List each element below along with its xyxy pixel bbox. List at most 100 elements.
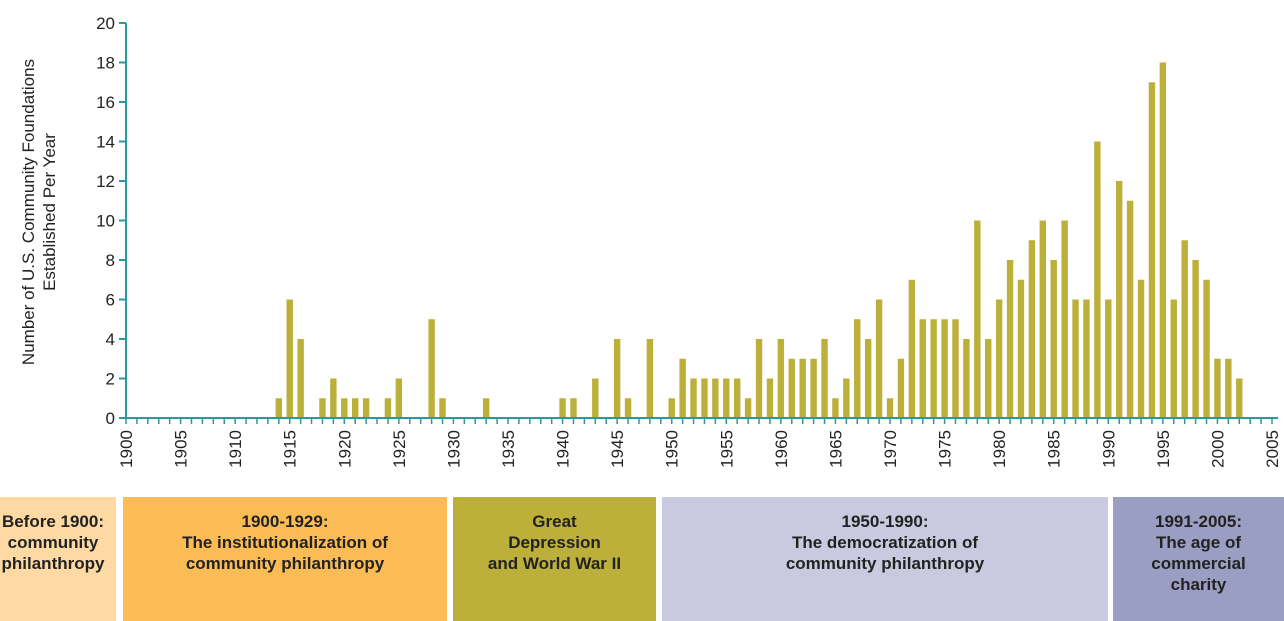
bar-1925: [395, 378, 403, 418]
bar-1976: [952, 319, 959, 418]
bar-1993: [1137, 279, 1145, 418]
x-tick-label-1985: 1985: [1045, 430, 1064, 468]
bar-1969: [875, 299, 883, 418]
bar-1964: [821, 339, 828, 418]
bar-1970: [886, 398, 894, 418]
bar-1974: [930, 319, 937, 418]
bar-1918: [319, 398, 326, 418]
bar-1940: [559, 398, 566, 418]
y-tick-label-14: 14: [96, 133, 115, 152]
x-tick-label-1920: 1920: [335, 430, 354, 468]
y-axis: 0 2 4 6 8 10 12 14 16 18 20: [96, 14, 127, 428]
bar-1986: [1061, 220, 1068, 418]
bar-1994: [1148, 82, 1156, 418]
bar-1979: [985, 339, 992, 418]
bar-1929: [439, 398, 446, 418]
x-tick-label-1945: 1945: [608, 430, 627, 468]
era-before-1900: Before 1900: community philanthropy: [0, 497, 116, 621]
bar-1915: [286, 299, 293, 418]
bar-1948: [646, 339, 654, 418]
bar-1963: [810, 358, 817, 418]
y-tick-label-12: 12: [96, 172, 115, 191]
bar-1941: [570, 398, 577, 418]
bar-1922: [362, 398, 370, 418]
x-tick-label-1955: 1955: [717, 430, 736, 468]
bar-1966: [843, 378, 850, 418]
bar-1996: [1170, 299, 1177, 418]
bar-1965: [832, 398, 839, 418]
bar-1924: [384, 398, 392, 418]
y-tick-label-2: 2: [106, 370, 115, 389]
era-1991-2005-label: 1991-2005: The age of commercial charity: [1151, 512, 1246, 594]
bar-1995: [1159, 62, 1167, 418]
bar-1973: [919, 319, 926, 418]
bar-2001: [1225, 358, 1232, 418]
bar-1997: [1181, 240, 1188, 418]
bar-1960: [777, 339, 785, 418]
bar-1920: [341, 398, 348, 418]
bar-1998: [1192, 260, 1199, 418]
bar-1954: [712, 378, 719, 418]
bar-1928: [428, 319, 435, 418]
x-tick-label-1965: 1965: [826, 430, 845, 468]
bar-1984: [1039, 220, 1046, 418]
bar-1967: [854, 319, 861, 418]
bar-1982: [1017, 279, 1025, 418]
bar-1975: [941, 319, 948, 418]
bar-1992: [1126, 200, 1134, 418]
y-tick-label-6: 6: [106, 291, 115, 310]
bar-1988: [1083, 299, 1090, 418]
bar-1956: [734, 378, 741, 418]
x-tick-label-1995: 1995: [1154, 430, 1173, 468]
bar-1916: [297, 339, 304, 418]
era-1950-1990: 1950-1990: The democratization of commun…: [662, 497, 1108, 621]
x-tick-label-1905: 1905: [172, 430, 191, 468]
era-1950-1990-label: 1950-1990: The democratization of commun…: [785, 512, 985, 573]
bar-1921: [352, 398, 359, 418]
bar-2000: [1214, 358, 1221, 418]
x-tick-label-1980: 1980: [990, 430, 1009, 468]
x-tick-label-1910: 1910: [226, 430, 245, 468]
y-tick-label-10: 10: [96, 212, 115, 231]
x-tick-label-1930: 1930: [444, 430, 463, 468]
bar-1952: [690, 378, 697, 418]
x-tick-label-2000: 2000: [1208, 430, 1227, 468]
bar-1980: [995, 299, 1003, 418]
bar-1933: [482, 398, 490, 418]
x-tick-label-1990: 1990: [1099, 430, 1118, 468]
x-axis: 1900 1905 1910 1915 1920 1925 1930 1935 1940 1945…: [117, 417, 1282, 468]
bar-1958: [755, 339, 763, 418]
bar-1957: [744, 398, 752, 418]
x-tick-label-1970: 1970: [881, 430, 900, 468]
x-tick-label-1935: 1935: [499, 430, 518, 468]
x-tick-label-1925: 1925: [390, 430, 409, 468]
bar-1978: [974, 220, 981, 418]
bar-1991: [1116, 181, 1123, 418]
bar-1946: [624, 398, 632, 418]
x-tick-label-1950: 1950: [663, 430, 682, 468]
bar-1985: [1050, 260, 1057, 418]
y-tick-label-0: 0: [106, 409, 115, 428]
bar-1961: [788, 358, 795, 418]
x-tick-label-1960: 1960: [772, 430, 791, 468]
y-tick-label-4: 4: [106, 330, 115, 349]
x-tick-label-1915: 1915: [281, 430, 300, 468]
era-great-depression-wwii-label: Great Depression and World War II: [487, 512, 622, 573]
bar-1951: [679, 358, 686, 418]
y-tick-label-20: 20: [96, 14, 115, 33]
era-before-1900-label: Before 1900: community philanthropy: [1, 512, 105, 573]
x-tick-label-1900: 1900: [117, 430, 136, 468]
bar-1977: [963, 339, 970, 418]
bar-1919: [330, 378, 337, 418]
era-1900-1929: 1900-1929: The institutionalization of c…: [123, 497, 447, 621]
era-great-depression-wwii: Great Depression and World War II: [453, 497, 656, 621]
bar-1989: [1094, 141, 1101, 418]
bar-1968: [864, 339, 872, 418]
bar-1971: [897, 358, 905, 418]
bar-1945: [613, 339, 621, 418]
x-tick-label-2005: 2005: [1263, 430, 1282, 468]
bar-1955: [723, 378, 730, 418]
bar-1990: [1105, 299, 1112, 418]
bar-1914: [275, 398, 282, 418]
